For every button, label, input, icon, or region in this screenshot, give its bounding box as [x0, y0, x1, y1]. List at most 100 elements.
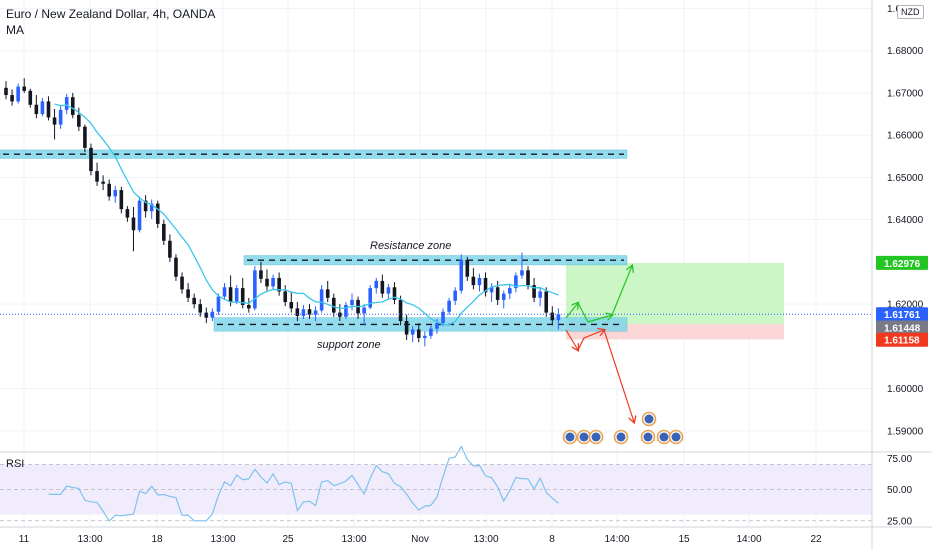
- candle-body: [228, 287, 233, 303]
- price-tick-label: 1.67000: [887, 88, 924, 99]
- price-tick-label: 1.60000: [887, 384, 924, 395]
- candle-body: [289, 302, 294, 309]
- candle-body: [234, 288, 239, 303]
- candle-body: [107, 183, 111, 197]
- candle-body: [137, 200, 142, 231]
- candle-body: [483, 277, 488, 293]
- rsi-tick-label: 25.00: [887, 516, 912, 527]
- candle-body: [307, 309, 312, 315]
- target-price-tag: [876, 255, 928, 270]
- candle-body: [64, 97, 69, 110]
- event-icon-inner: [616, 432, 626, 442]
- time-tick-label: 13:00: [77, 534, 102, 545]
- candle-body: [83, 126, 87, 148]
- candle-body: [162, 223, 166, 241]
- candle-body: [453, 290, 457, 301]
- event-icons: [562, 411, 684, 445]
- candle-body: [538, 291, 542, 298]
- candle-body: [447, 300, 451, 312]
- time-tick-label: 13:00: [341, 534, 366, 545]
- time-tick-label: 15: [678, 534, 690, 545]
- price-tick-label: 1.66000: [887, 131, 924, 142]
- candle-body: [143, 200, 148, 212]
- candle-body: [283, 291, 288, 303]
- time-tick-label: 11: [19, 534, 30, 545]
- stop-price-label: 1.61448: [884, 323, 921, 334]
- candle-body: [70, 97, 75, 115]
- candle-body: [277, 277, 281, 292]
- candle-body: [216, 296, 221, 312]
- candle-body: [16, 86, 20, 102]
- candle-body: [398, 299, 403, 322]
- currency-badge[interactable]: NZD: [897, 5, 924, 19]
- chart-title: Euro / New Zealand Dollar, 4h, OANDA: [6, 7, 216, 21]
- candle-body: [331, 297, 336, 313]
- price-axis: 1.690001.680001.670001.660001.650001.640…: [887, 4, 924, 437]
- low-price-label: 1.61158: [884, 336, 920, 347]
- candle-body: [319, 289, 324, 311]
- time-tick-label: 8: [549, 534, 555, 545]
- green-arrow: [565, 303, 578, 319]
- candle-body: [526, 270, 530, 286]
- candle-body: [247, 304, 251, 309]
- red-arrow: [577, 330, 604, 351]
- low-price-tag: [876, 332, 928, 347]
- time-axis: 11 13:00 18 13:00 25 13:00 Nov 13:00 8 14:00 15 14:…: [19, 534, 822, 545]
- event-icon-inner: [671, 432, 681, 442]
- candle-body: [410, 329, 415, 335]
- candle-body: [429, 328, 433, 336]
- candle-body: [435, 323, 439, 329]
- candle-body: [125, 209, 130, 218]
- candle-body: [52, 117, 57, 125]
- candle-body: [301, 309, 306, 316]
- candle-body: [374, 280, 379, 289]
- candle-body: [404, 321, 409, 335]
- rsi-pane: 75.00 50.00 25.00: [0, 445, 912, 527]
- stop-price-tag: [876, 320, 928, 335]
- red-arrow: [603, 329, 634, 422]
- time-tick-label: 18: [151, 534, 163, 545]
- time-tick-label: 13:00: [473, 534, 498, 545]
- candle-body: [368, 288, 372, 308]
- price-tick-label: 1.68000: [887, 46, 924, 57]
- time-tick-label: 25: [282, 534, 294, 545]
- indicator-label: MA: [6, 23, 24, 37]
- rsi-tick-label: 75.00: [887, 454, 912, 465]
- time-tick-label: Nov: [411, 534, 429, 545]
- event-icon-inner: [591, 432, 601, 442]
- candle-body: [22, 86, 27, 91]
- current-price-label: 1.61761: [884, 310, 921, 321]
- candle-body: [392, 287, 397, 300]
- candle-body: [186, 289, 190, 298]
- candle-body: [423, 335, 427, 338]
- candle-body: [416, 329, 421, 338]
- candle-body: [40, 101, 45, 115]
- candle-body: [4, 87, 8, 96]
- green-arrow: [577, 302, 589, 323]
- candle-body: [532, 285, 536, 298]
- candle-body: [508, 288, 512, 294]
- price-tick-label: 1.65000: [887, 173, 924, 184]
- target-price-label: 1.62976: [884, 259, 921, 270]
- zones: [0, 149, 628, 332]
- price-tick-label: 1.59000: [887, 426, 924, 437]
- candle-body: [350, 299, 354, 305]
- event-icon-inner: [659, 432, 669, 442]
- rsi-line: [48, 445, 559, 522]
- rsi-tick-label: 50.00: [887, 485, 912, 496]
- candle-body: [180, 276, 184, 290]
- candle-body: [155, 203, 160, 224]
- candle-body: [313, 310, 318, 315]
- red-arrow: [565, 329, 578, 350]
- candle-body: [204, 312, 209, 318]
- event-icon-inner: [565, 432, 575, 442]
- candle-body: [198, 304, 203, 313]
- candle-body: [441, 311, 445, 324]
- candle-body: [58, 109, 63, 125]
- candle-body: [265, 278, 269, 287]
- candle-body: [240, 288, 245, 305]
- candle-body: [34, 104, 39, 115]
- rsi-label: RSI: [6, 458, 25, 470]
